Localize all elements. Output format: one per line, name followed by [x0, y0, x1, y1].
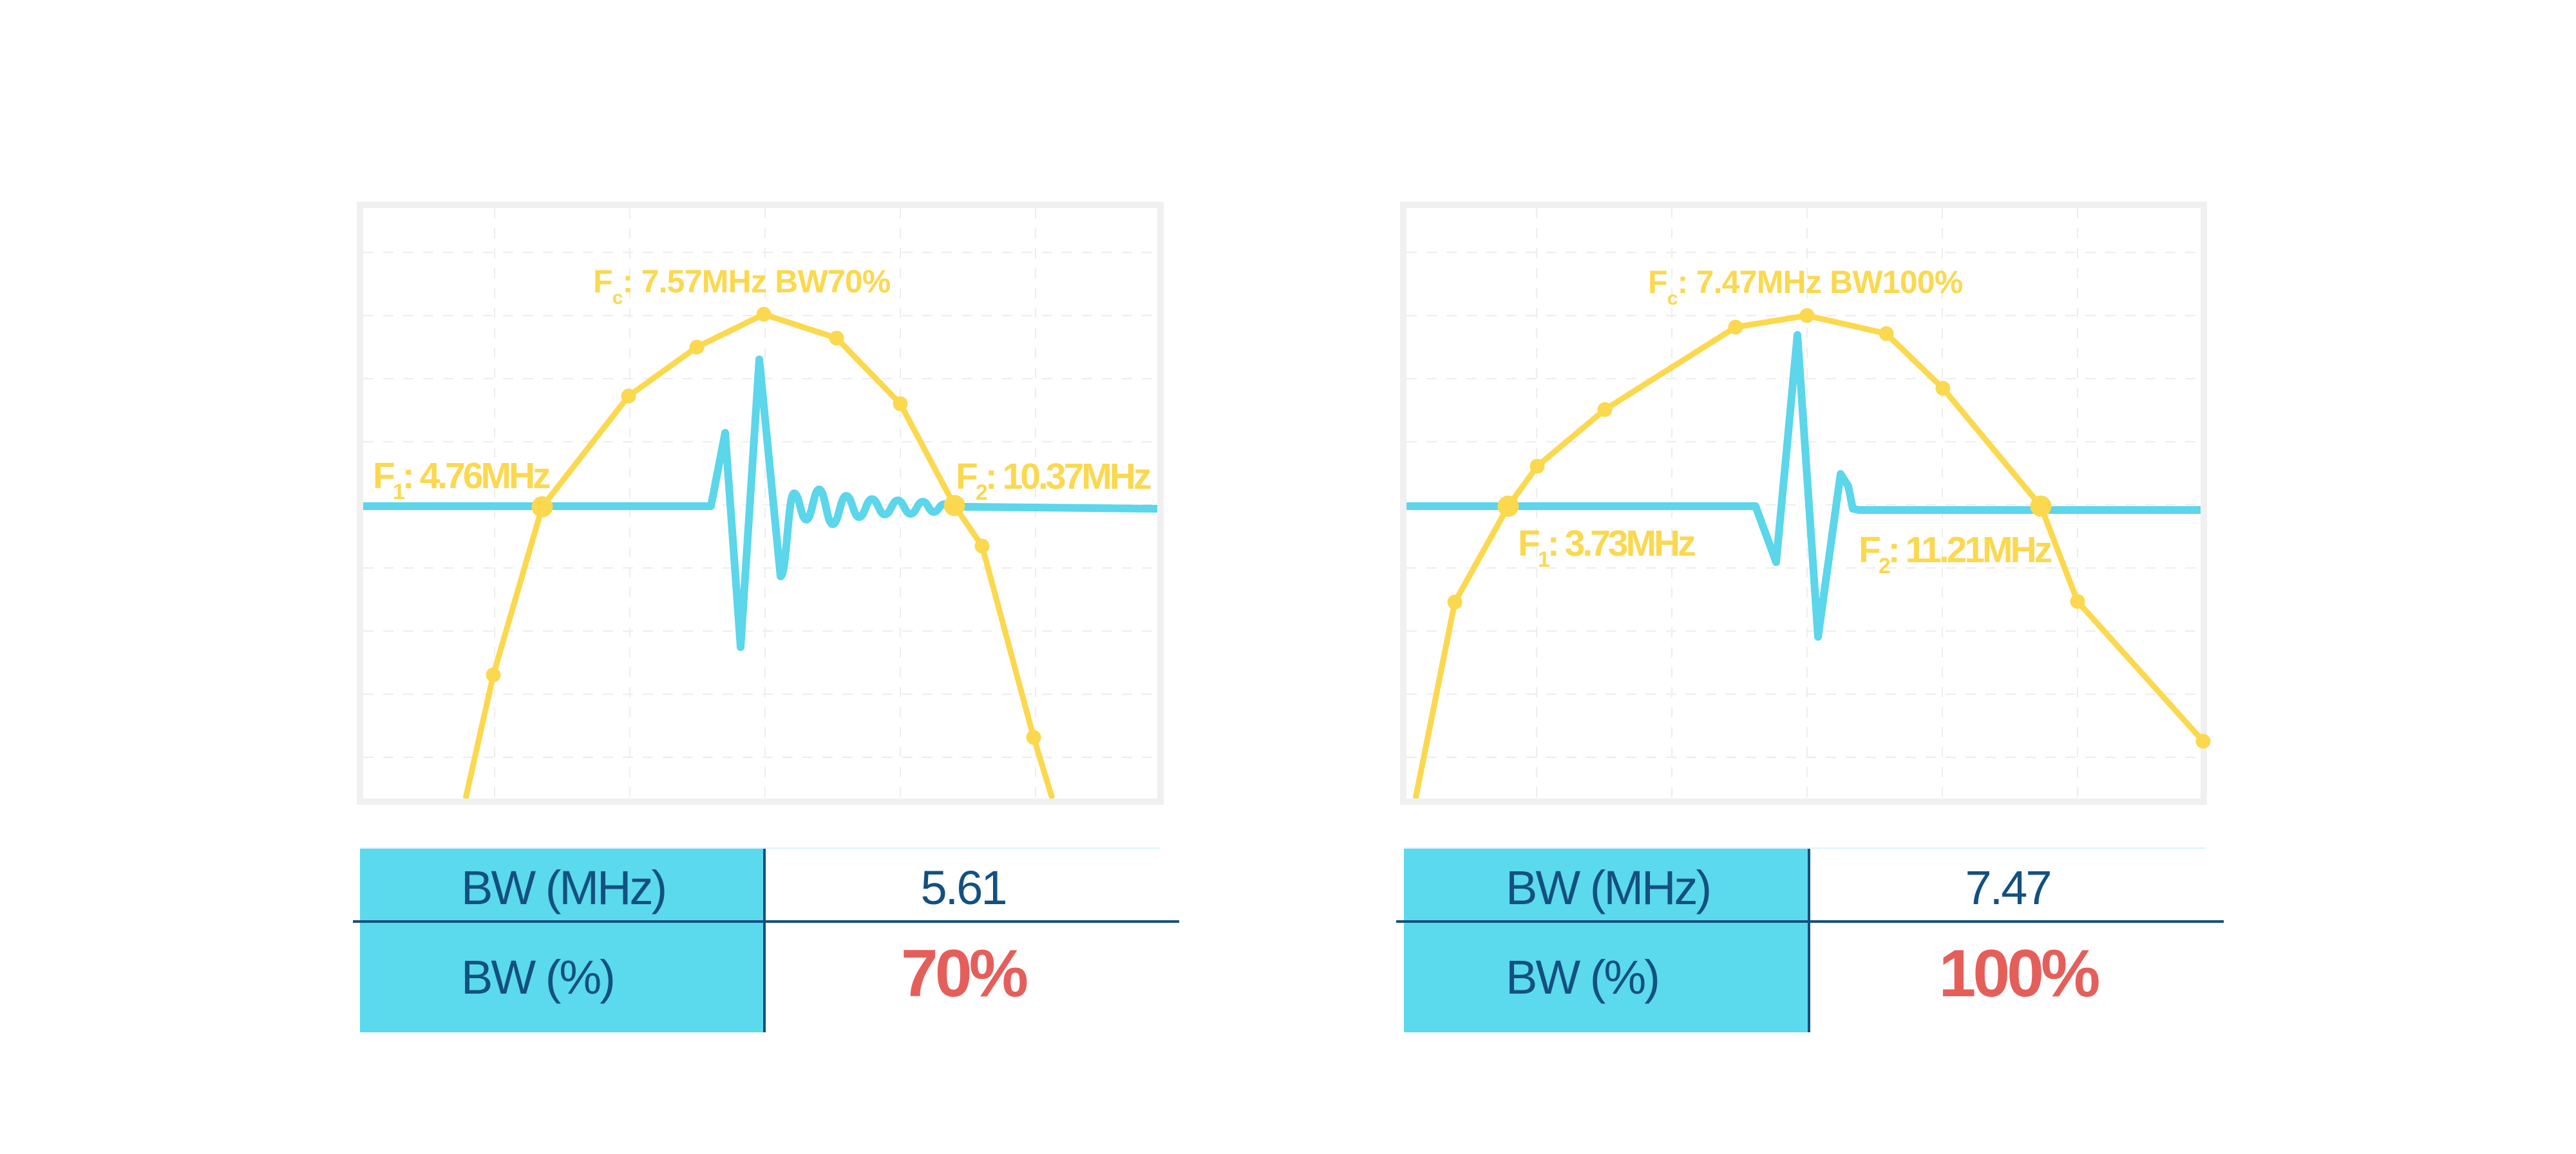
svg-text:F1: 3.73MHz: F1: 3.73MHz: [1518, 523, 1695, 572]
svg-text:Fc: 7.57MHz BW70%: Fc: 7.57MHz BW70%: [593, 263, 891, 308]
svg-text:F1: 4.76MHz: F1: 4.76MHz: [373, 455, 550, 504]
svg-text:Fc: 7.47MHz BW100%: Fc: 7.47MHz BW100%: [1648, 264, 1963, 309]
svg-text:F2: 10.37MHz: F2: 10.37MHz: [956, 456, 1151, 505]
svg-text:F2: 11.21MHz: F2: 11.21MHz: [1859, 529, 2052, 578]
